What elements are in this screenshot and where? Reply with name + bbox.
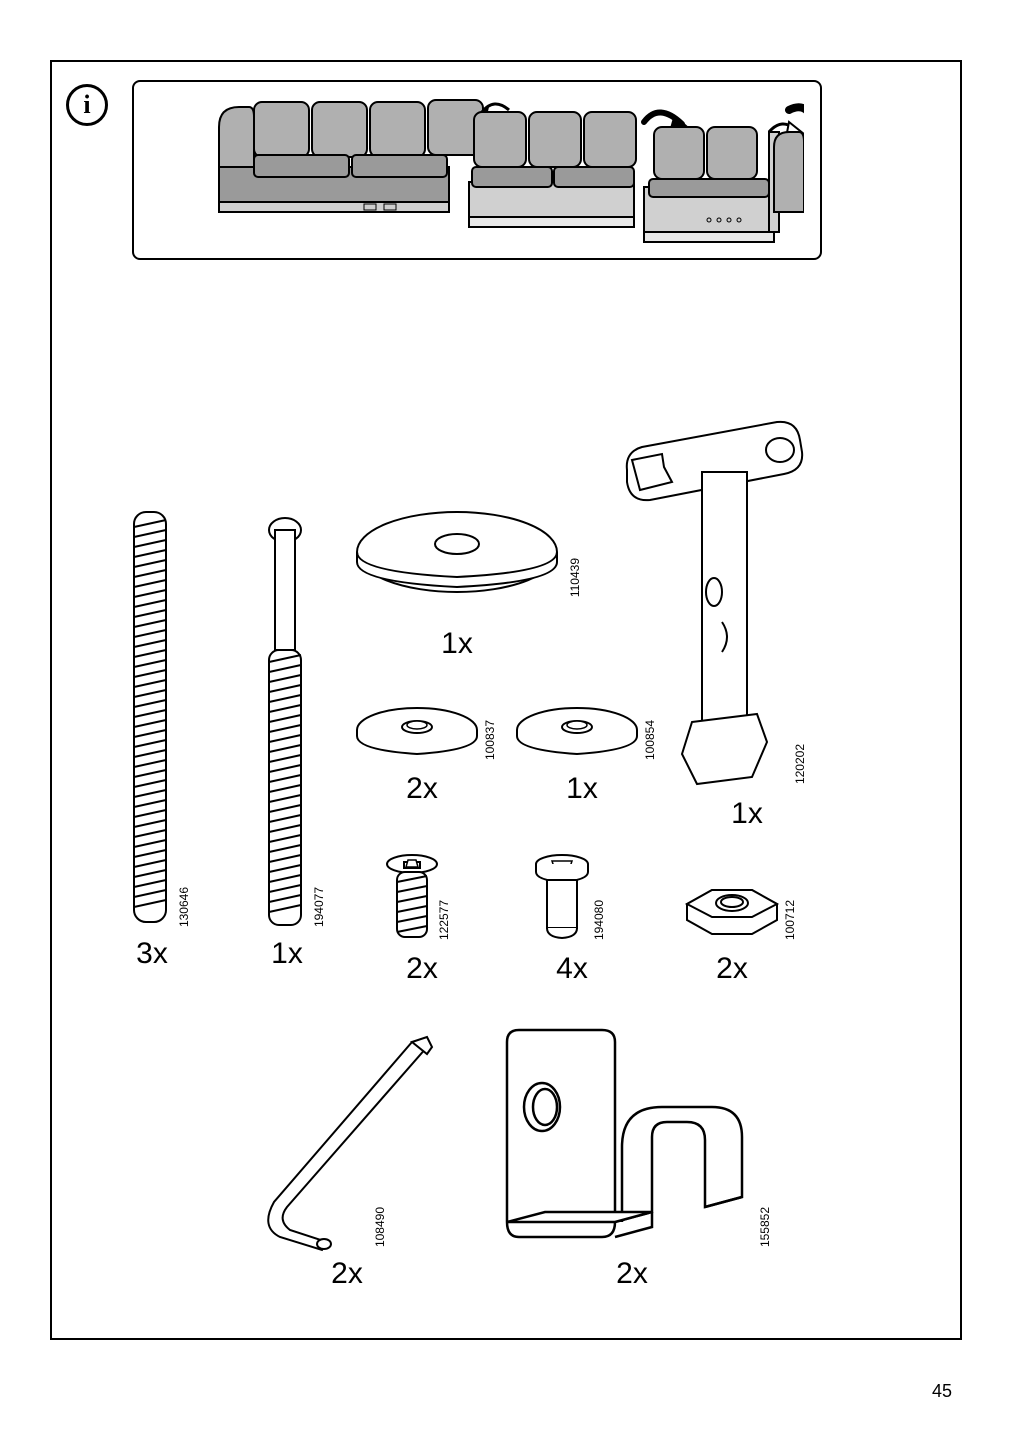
part-code: 100837: [483, 720, 497, 760]
part-bolt-medium: 194077 1x: [227, 512, 347, 982]
part-qty: 1x: [227, 937, 347, 971]
part-qty: 1x: [507, 772, 657, 806]
part-washer-large: 110439 1x: [342, 492, 572, 662]
part-code: 155852: [758, 1207, 772, 1247]
part-qty: 2x: [667, 952, 797, 986]
part-nut: 100712 2x: [667, 882, 797, 982]
part-washer-a: 100837 2x: [347, 702, 497, 802]
bolt-medium-icon: [227, 512, 347, 932]
info-icon: i: [66, 84, 108, 126]
sofa-diagram: [214, 92, 804, 252]
part-bolt-cap: 194080 4x: [512, 852, 632, 982]
part-qty: 1x: [342, 627, 572, 661]
part-code: 194080: [592, 900, 606, 940]
part-qty: 4x: [512, 952, 632, 986]
part-code: 130646: [177, 887, 191, 927]
info-icon-label: i: [83, 90, 90, 120]
part-code: 194077: [312, 887, 326, 927]
part-code: 108490: [373, 1207, 387, 1247]
part-qty: 2x: [347, 772, 497, 806]
part-washer-b: 100854 1x: [507, 702, 657, 802]
part-bracket: 155852 2x: [487, 1022, 777, 1292]
part-qty: 3x: [92, 937, 212, 971]
part-code: 100854: [643, 720, 657, 760]
page-number: 45: [932, 1381, 952, 1402]
washer-a-icon: [347, 702, 497, 767]
page-frame: i: [50, 60, 962, 1340]
nut-icon: [667, 882, 797, 947]
part-code: 120202: [793, 744, 807, 784]
part-qty: 2x: [362, 952, 482, 986]
washer-b-icon: [507, 702, 657, 767]
part-screw-short: 122577 2x: [362, 852, 482, 982]
part-bolt-long: 130646 3x: [92, 502, 212, 982]
part-qty: 2x: [487, 1257, 777, 1291]
screw-short-icon: [362, 852, 482, 947]
part-allen-key: 108490 2x: [232, 1032, 462, 1292]
washer-large-icon: [342, 492, 572, 622]
bracket-icon: [487, 1022, 777, 1252]
bolt-long-icon: [92, 502, 212, 932]
part-code: 110439: [568, 558, 582, 597]
bolt-cap-icon: [512, 852, 632, 947]
info-box: [132, 80, 822, 260]
part-qty: 2x: [232, 1257, 462, 1291]
part-code: 122577: [437, 900, 451, 940]
allen-key-icon: [232, 1032, 462, 1252]
part-code: 100712: [783, 900, 797, 940]
